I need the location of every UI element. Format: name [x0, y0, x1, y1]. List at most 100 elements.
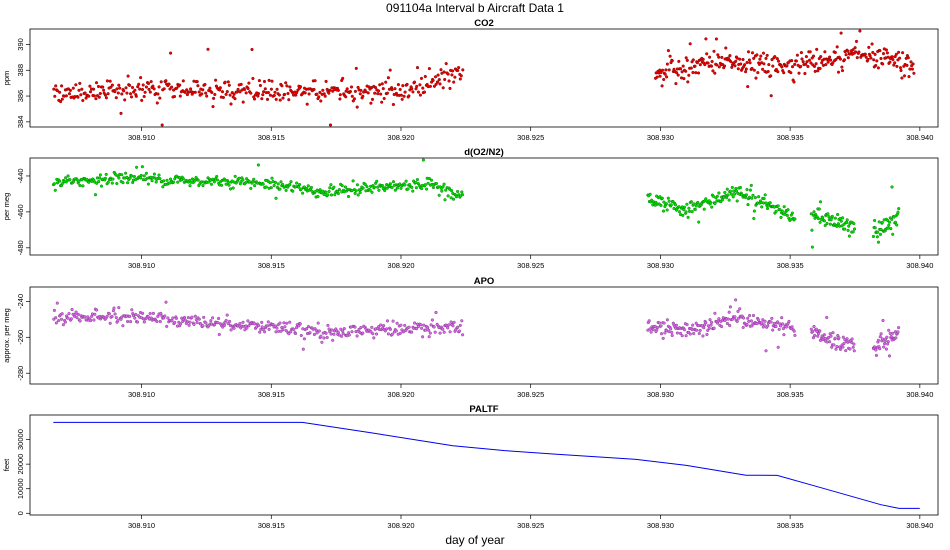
data-point	[301, 347, 305, 351]
data-point	[139, 173, 143, 177]
data-point	[98, 176, 102, 180]
data-point	[717, 191, 721, 195]
data-point	[782, 71, 786, 75]
data-point	[839, 219, 843, 223]
data-point	[793, 217, 797, 221]
data-point	[380, 184, 385, 188]
series-line	[53, 421, 920, 509]
data-point	[800, 57, 804, 61]
data-point	[898, 56, 902, 60]
data-point	[752, 209, 756, 213]
data-point	[803, 71, 807, 76]
data-point	[427, 335, 431, 339]
data-point	[375, 179, 379, 183]
data-point	[114, 316, 118, 320]
data-point	[863, 52, 867, 56]
data-point	[86, 315, 90, 319]
data-point	[884, 347, 888, 351]
x-tick-label: 308.930	[647, 390, 674, 399]
data-point	[395, 186, 399, 190]
data-point	[326, 193, 330, 197]
data-point	[841, 335, 845, 339]
data-point	[199, 322, 203, 326]
data-point	[414, 181, 418, 185]
data-point	[340, 184, 344, 188]
data-point	[776, 204, 780, 208]
data-point	[129, 95, 134, 99]
data-point	[269, 186, 273, 190]
data-point	[842, 58, 847, 62]
data-point	[176, 180, 180, 184]
data-point	[390, 88, 394, 92]
data-point	[270, 79, 274, 83]
data-point	[432, 325, 436, 329]
data-point	[769, 94, 773, 98]
data-point	[888, 331, 892, 335]
data-point	[709, 323, 713, 327]
data-point	[68, 88, 72, 92]
data-point	[709, 64, 714, 68]
data-point	[830, 214, 834, 218]
data-point	[391, 319, 395, 323]
data-point	[425, 187, 429, 191]
data-point	[665, 75, 669, 79]
data-point	[776, 70, 780, 74]
data-point	[836, 212, 840, 217]
data-point	[793, 333, 797, 337]
data-point	[423, 183, 427, 187]
data-point	[736, 67, 740, 71]
data-point	[84, 96, 88, 100]
data-point	[155, 319, 159, 324]
data-marks	[51, 158, 901, 249]
data-point	[741, 325, 745, 330]
data-point	[812, 324, 816, 329]
data-point	[454, 195, 459, 199]
data-point	[701, 57, 705, 61]
data-point	[212, 96, 216, 100]
data-point	[239, 180, 243, 184]
data-point	[395, 321, 399, 325]
data-point	[264, 185, 268, 189]
data-point	[660, 196, 664, 200]
data-point	[144, 171, 148, 175]
data-point	[169, 51, 173, 55]
data-point	[882, 345, 886, 349]
data-point	[193, 90, 197, 94]
y-tick-label: -240	[16, 294, 25, 309]
data-point	[371, 332, 375, 336]
data-point	[871, 234, 875, 239]
data-point	[727, 198, 731, 202]
data-point	[113, 90, 117, 94]
data-point	[60, 312, 64, 316]
data-point	[236, 87, 240, 91]
data-point	[807, 58, 812, 62]
data-point	[115, 87, 119, 91]
data-point	[117, 83, 121, 87]
x-tick-label: 308.935	[777, 261, 804, 270]
data-point	[414, 327, 419, 331]
data-point	[165, 178, 169, 182]
data-point	[59, 100, 63, 104]
data-point	[421, 86, 425, 90]
data-point	[278, 187, 282, 191]
data-point	[355, 105, 359, 109]
data-point	[845, 221, 849, 225]
data-point	[696, 71, 701, 75]
data-point	[717, 65, 721, 69]
data-point	[324, 79, 328, 83]
data-point	[247, 324, 251, 328]
data-point	[369, 330, 373, 334]
data-point	[385, 91, 389, 95]
data-point	[209, 182, 214, 186]
data-point	[679, 67, 683, 71]
data-point	[312, 332, 316, 337]
data-point	[681, 213, 685, 217]
data-point	[877, 220, 881, 224]
data-point	[217, 332, 221, 337]
data-point	[881, 52, 886, 56]
data-point	[429, 178, 434, 182]
data-point	[670, 59, 674, 63]
data-point	[746, 203, 750, 207]
data-point	[666, 196, 670, 200]
data-point	[210, 90, 214, 95]
